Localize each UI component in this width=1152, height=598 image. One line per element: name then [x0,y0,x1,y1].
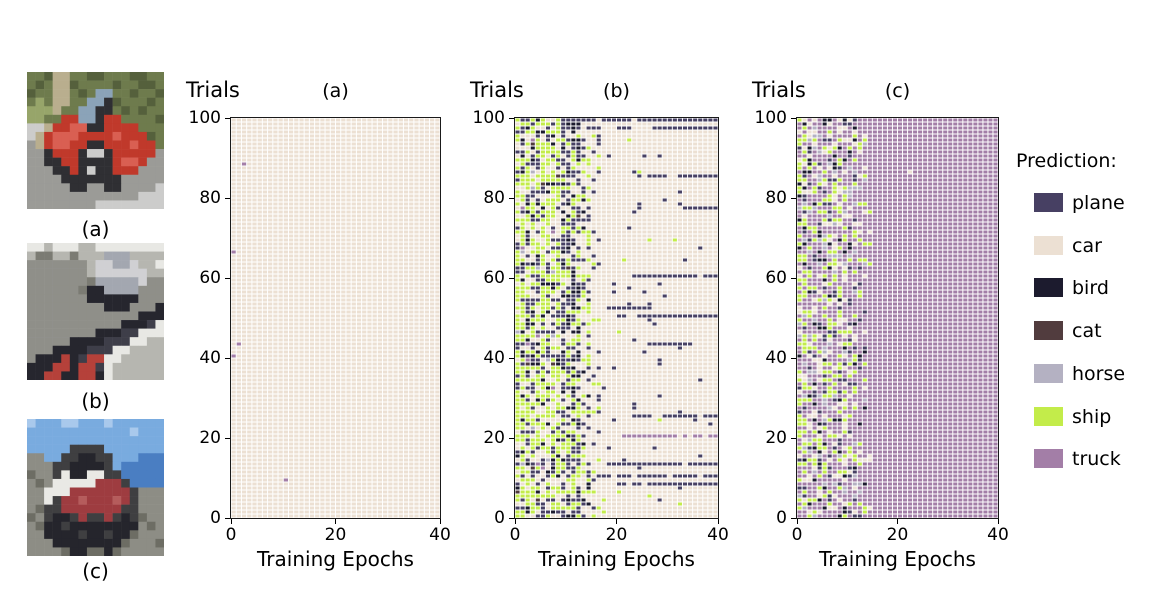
cifar-image-a [27,72,164,209]
x-axis-label: Training Epochs [819,547,976,571]
x-tick-label: 0 [225,525,237,545]
x-tick-mark [796,519,798,524]
x-tick-label: 20 [324,525,347,545]
x-tick-label: 20 [886,525,909,545]
panel-title-b: (b) [603,80,630,102]
image-caption: (a) [81,217,110,241]
y-tick-label: 40 [483,348,505,368]
y-tick-label: 20 [765,428,787,448]
legend-swatch-car [1034,236,1063,255]
y-tick-label: 80 [483,188,505,208]
image-caption: (b) [81,389,110,413]
heatmap-canvas-b [515,118,718,518]
y-tick-mark [225,357,230,359]
y-axis-label-trials: Trials [470,78,524,102]
cifar-image-canvas [27,72,164,209]
y-axis-label-trials: Trials [752,78,806,102]
legend-label-ship: ship [1072,406,1112,428]
heatmap-frame-a [230,117,441,519]
cifar-image-canvas [27,243,164,380]
x-tick-label: 20 [605,525,628,545]
y-tick-mark [509,197,514,199]
x-tick-mark [514,519,516,524]
y-tick-mark [225,197,230,199]
y-axis-label-trials: Trials [186,78,240,102]
y-tick-mark [791,517,796,519]
heatmap-frame-b [514,117,719,519]
y-tick-mark [225,117,230,119]
cifar-image-b [27,243,164,380]
y-tick-label: 40 [765,348,787,368]
y-tick-label: 80 [199,188,221,208]
legend-label-plane: plane [1072,192,1125,214]
x-tick-mark [997,519,999,524]
x-axis-label: Training Epochs [538,547,695,571]
y-tick-mark [509,517,514,519]
y-tick-label: 0 [210,508,221,528]
legend-label-truck: truck [1072,448,1121,470]
y-tick-mark [791,117,796,119]
x-tick-mark [439,519,441,524]
y-tick-label: 0 [494,508,505,528]
heatmap-frame-c [796,117,999,519]
y-tick-mark [225,517,230,519]
x-tick-mark [335,519,336,524]
y-tick-mark [509,437,514,439]
x-tick-mark [717,519,719,524]
y-tick-mark [791,357,796,359]
cifar-image-c [27,419,164,556]
legend-title: Prediction: [1016,150,1117,172]
x-tick-label: 0 [791,525,803,545]
legend-label-bird: bird [1072,277,1109,299]
y-tick-label: 20 [483,428,505,448]
heatmap-canvas-a [231,118,440,518]
legend-swatch-cat [1034,321,1063,340]
y-tick-mark [509,357,514,359]
legend-swatch-truck [1034,449,1063,468]
heatmap-canvas-c [797,118,998,518]
y-tick-mark [791,197,796,199]
y-tick-mark [509,117,514,119]
y-tick-label: 20 [199,428,221,448]
x-tick-mark [897,519,898,524]
y-tick-label: 80 [765,188,787,208]
y-tick-label: 100 [754,108,787,128]
y-tick-label: 40 [199,348,221,368]
legend-swatch-plane [1034,193,1063,212]
y-tick-mark [225,277,230,279]
y-tick-label: 100 [188,108,221,128]
image-caption: (c) [82,559,109,583]
cifar-image-canvas [27,419,164,556]
y-tick-mark [791,277,796,279]
y-tick-mark [225,437,230,439]
y-tick-mark [791,437,796,439]
x-axis-label: Training Epochs [257,547,414,571]
legend-swatch-bird [1034,278,1063,297]
panel-title-a: (a) [322,80,349,102]
y-tick-label: 60 [199,268,221,288]
y-tick-label: 60 [765,268,787,288]
x-tick-mark [230,519,232,524]
x-tick-label: 40 [429,525,451,545]
y-tick-label: 60 [483,268,505,288]
y-tick-mark [509,277,514,279]
y-tick-label: 100 [472,108,505,128]
x-tick-label: 40 [707,525,729,545]
y-tick-label: 0 [776,508,787,528]
legend-swatch-horse [1034,364,1063,383]
x-tick-mark [616,519,617,524]
legend-label-cat: cat [1072,320,1102,342]
panel-title-c: (c) [884,80,911,102]
x-tick-label: 0 [509,525,521,545]
x-tick-label: 40 [987,525,1009,545]
legend-swatch-ship [1034,407,1063,426]
legend-label-car: car [1072,235,1102,257]
legend-label-horse: horse [1072,363,1126,385]
